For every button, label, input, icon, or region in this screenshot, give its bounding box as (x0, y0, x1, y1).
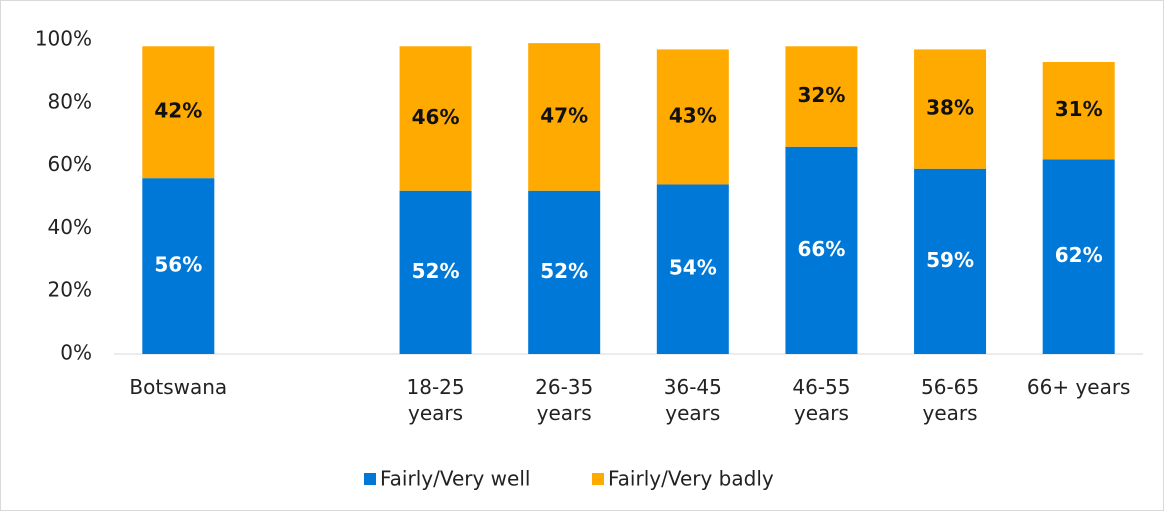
y-tick-label: 60% (48, 152, 92, 176)
y-tick-label: 80% (48, 89, 92, 113)
x-tick-label: 26-35 years (535, 375, 594, 425)
x-tick-label: 66+ years (1026, 375, 1131, 399)
y-tick-label: 20% (48, 278, 92, 302)
data-label: 32% (798, 83, 846, 107)
bar-segment (656, 49, 729, 185)
bar-segment (1042, 159, 1115, 354)
data-label: 46% (412, 105, 460, 129)
data-label: 56% (154, 253, 202, 277)
data-label: 42% (154, 99, 202, 123)
x-tick-label: 56-65 years (921, 375, 980, 425)
data-label: 52% (540, 259, 588, 283)
x-tick-label: Botswana (129, 375, 228, 399)
data-label: 31% (1055, 97, 1103, 121)
legend-label: Fairly/Very badly (608, 467, 774, 491)
x-tick-label: 36-45 years (663, 375, 722, 425)
bar-segment (399, 190, 472, 354)
bar-segment (528, 190, 601, 354)
y-tick-label: 100% (35, 27, 92, 51)
data-label: 52% (412, 259, 460, 283)
x-tick-label: 18-25 years (406, 375, 465, 425)
bar-segment (785, 146, 858, 354)
bar-segment (1042, 61, 1115, 160)
bar-segment (528, 43, 601, 191)
y-tick-label: 0% (60, 341, 92, 365)
y-tick-label: 40% (48, 215, 92, 239)
data-label: 62% (1055, 243, 1103, 267)
data-label: 47% (540, 103, 588, 127)
bar-segment (656, 184, 729, 354)
x-tick-label: 46-55 years (792, 375, 851, 425)
data-label: 38% (926, 96, 974, 120)
bar-segment (142, 46, 215, 179)
bar-segment (914, 49, 987, 169)
bar-segment (914, 168, 987, 354)
data-label: 43% (669, 103, 717, 127)
bar-segment (142, 178, 215, 354)
legend-swatch (364, 473, 376, 485)
data-label: 59% (926, 248, 974, 272)
bar-segment (399, 46, 472, 191)
legend-swatch (592, 473, 604, 485)
legend-label: Fairly/Very well (380, 467, 530, 491)
bar-segment (785, 46, 858, 147)
data-label: 66% (798, 237, 846, 261)
data-label: 54% (669, 256, 717, 280)
